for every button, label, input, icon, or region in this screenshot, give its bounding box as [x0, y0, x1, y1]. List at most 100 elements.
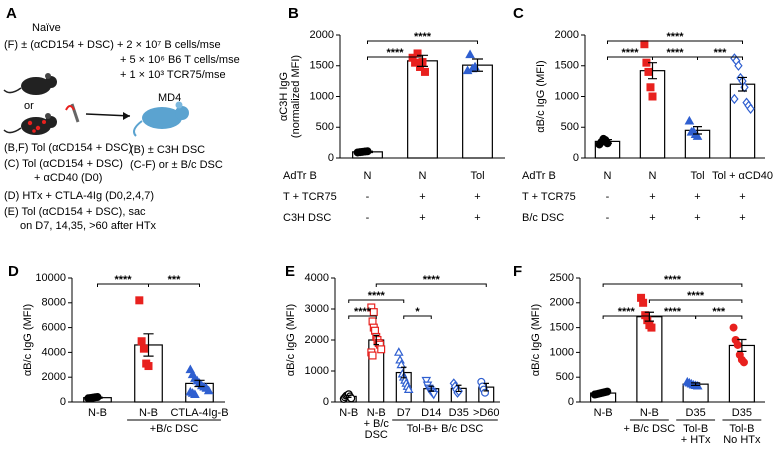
table-cell: +	[694, 212, 700, 224]
significance-bracket	[148, 283, 200, 287]
table-cell: +	[739, 191, 745, 203]
significance-label: ****	[687, 290, 705, 302]
significance-bracket	[367, 56, 423, 60]
x-tick-label: D35	[732, 407, 752, 419]
data-point	[377, 345, 386, 354]
significance-label: ****	[666, 47, 684, 59]
x-tick-label: DSC	[365, 429, 388, 441]
recipient-note: (B) ± C3H DSC	[130, 144, 205, 156]
x-tick-label: >D60	[473, 407, 500, 419]
y-axis-label: (normalized MFI)	[290, 55, 302, 138]
protocol-line: + 1 × 10³ TCR75/mse	[120, 69, 226, 81]
error-bar	[428, 385, 434, 392]
y-tick-label: 500	[561, 121, 579, 133]
arrow	[85, 113, 131, 117]
x-tick-label: N-B	[139, 407, 158, 419]
significance-bracket	[695, 315, 743, 319]
significance-label: ****	[354, 306, 372, 318]
x-tick-label: N-B	[640, 407, 659, 419]
group-label: Tol-B	[683, 423, 708, 435]
panel-label: C	[513, 5, 524, 22]
donor-mouse	[3, 73, 57, 95]
error-bar	[194, 379, 205, 388]
or-label: or	[24, 100, 34, 112]
y-tick-label: 1500	[555, 60, 579, 72]
y-tick-label: 4000	[42, 346, 66, 358]
error-bar	[362, 150, 373, 154]
table-row-label: AdTr B	[283, 170, 317, 182]
y-tick-label: 10000	[35, 272, 66, 284]
table-cell: +	[419, 212, 425, 224]
error-bar	[373, 334, 379, 346]
y-tick-label: 0	[568, 396, 574, 408]
significance-bracket	[602, 283, 743, 287]
table-row-label: T + TCR75	[522, 191, 576, 203]
schematic: A Naïve (F) ± (αCD154 + DSC) + 2 × 10⁷ B…	[3, 5, 240, 232]
y-tick-label: 0	[60, 396, 66, 408]
group-line: (B,F) Tol (αCD154 + DSC)	[4, 142, 132, 154]
table-cell: N	[604, 170, 612, 182]
data-point	[640, 40, 649, 49]
significance-label: ****	[664, 274, 682, 286]
table-cell: -	[366, 191, 370, 203]
table-cell: N	[419, 170, 427, 182]
error-bar	[737, 338, 747, 353]
data-point	[347, 394, 356, 403]
group-label: Tol-B	[729, 423, 754, 435]
table-cell: N	[364, 170, 372, 182]
significance-label: ****	[621, 47, 639, 59]
table-row-label: C3H DSC	[283, 212, 331, 224]
recipient-note: (C-F) or ± B/c DSC	[130, 159, 223, 171]
error-bar	[691, 382, 701, 386]
y-tick-label: 2000	[555, 29, 579, 41]
y-tick-label: 2000	[42, 371, 66, 383]
x-tick-label: D35	[449, 407, 469, 419]
data-point	[639, 298, 648, 307]
data-point	[135, 296, 144, 305]
data-point	[729, 323, 738, 332]
y-tick-label: 2000	[305, 334, 329, 346]
significance-bracket	[348, 299, 405, 303]
panel-label: B	[288, 5, 299, 22]
donor-mouse	[3, 113, 57, 135]
significance-bracket	[648, 299, 743, 303]
y-tick-label: 1000	[550, 346, 574, 358]
table-row-label: AdTr B	[522, 170, 556, 182]
error-bar	[483, 382, 489, 392]
y-tick-label: 6000	[42, 322, 66, 334]
y-axis-label: αC3H IgG	[278, 72, 290, 121]
table-cell: +	[419, 191, 425, 203]
x-tick-label: D7	[397, 407, 411, 419]
x-tick-label: N-B	[88, 407, 107, 419]
significance-label: ****	[666, 31, 684, 43]
group-line: (D) HTx + CTLA-4Ig (D0,2,4,7)	[4, 190, 154, 202]
group-line: on D7, 14,35, >60 after HTx	[20, 220, 157, 232]
table-cell: +	[474, 191, 480, 203]
significance-label: ****	[664, 306, 682, 318]
protocol-line: + 5 × 10⁶ B6 T cells/mse	[120, 54, 240, 66]
y-tick-label: 1000	[555, 90, 579, 102]
data-point	[644, 67, 653, 76]
panel-label: A	[6, 5, 17, 22]
y-axis-label: αB/c IgG (MFI)	[530, 304, 542, 376]
data-point	[692, 131, 703, 140]
panel-label: F	[513, 263, 522, 280]
significance-bracket	[348, 315, 377, 319]
data-point	[190, 389, 200, 398]
panel-label: E	[285, 263, 295, 280]
significance-label: ****	[414, 31, 432, 43]
table-cell: Tol	[470, 170, 484, 182]
significance-bracket	[367, 40, 478, 44]
y-axis-label: αB/c IgG (MFI)	[285, 304, 297, 376]
data-point	[369, 308, 378, 317]
error-bar	[472, 58, 483, 72]
y-tick-label: 0	[573, 152, 579, 164]
data-point	[403, 384, 414, 393]
error-bar	[456, 384, 462, 393]
table-cell: -	[606, 212, 610, 224]
significance-label: ****	[618, 306, 636, 318]
significance-label: ***	[712, 306, 726, 318]
table-cell: -	[366, 212, 370, 224]
x-tick-label: N-B	[339, 407, 358, 419]
data-point	[646, 83, 655, 92]
